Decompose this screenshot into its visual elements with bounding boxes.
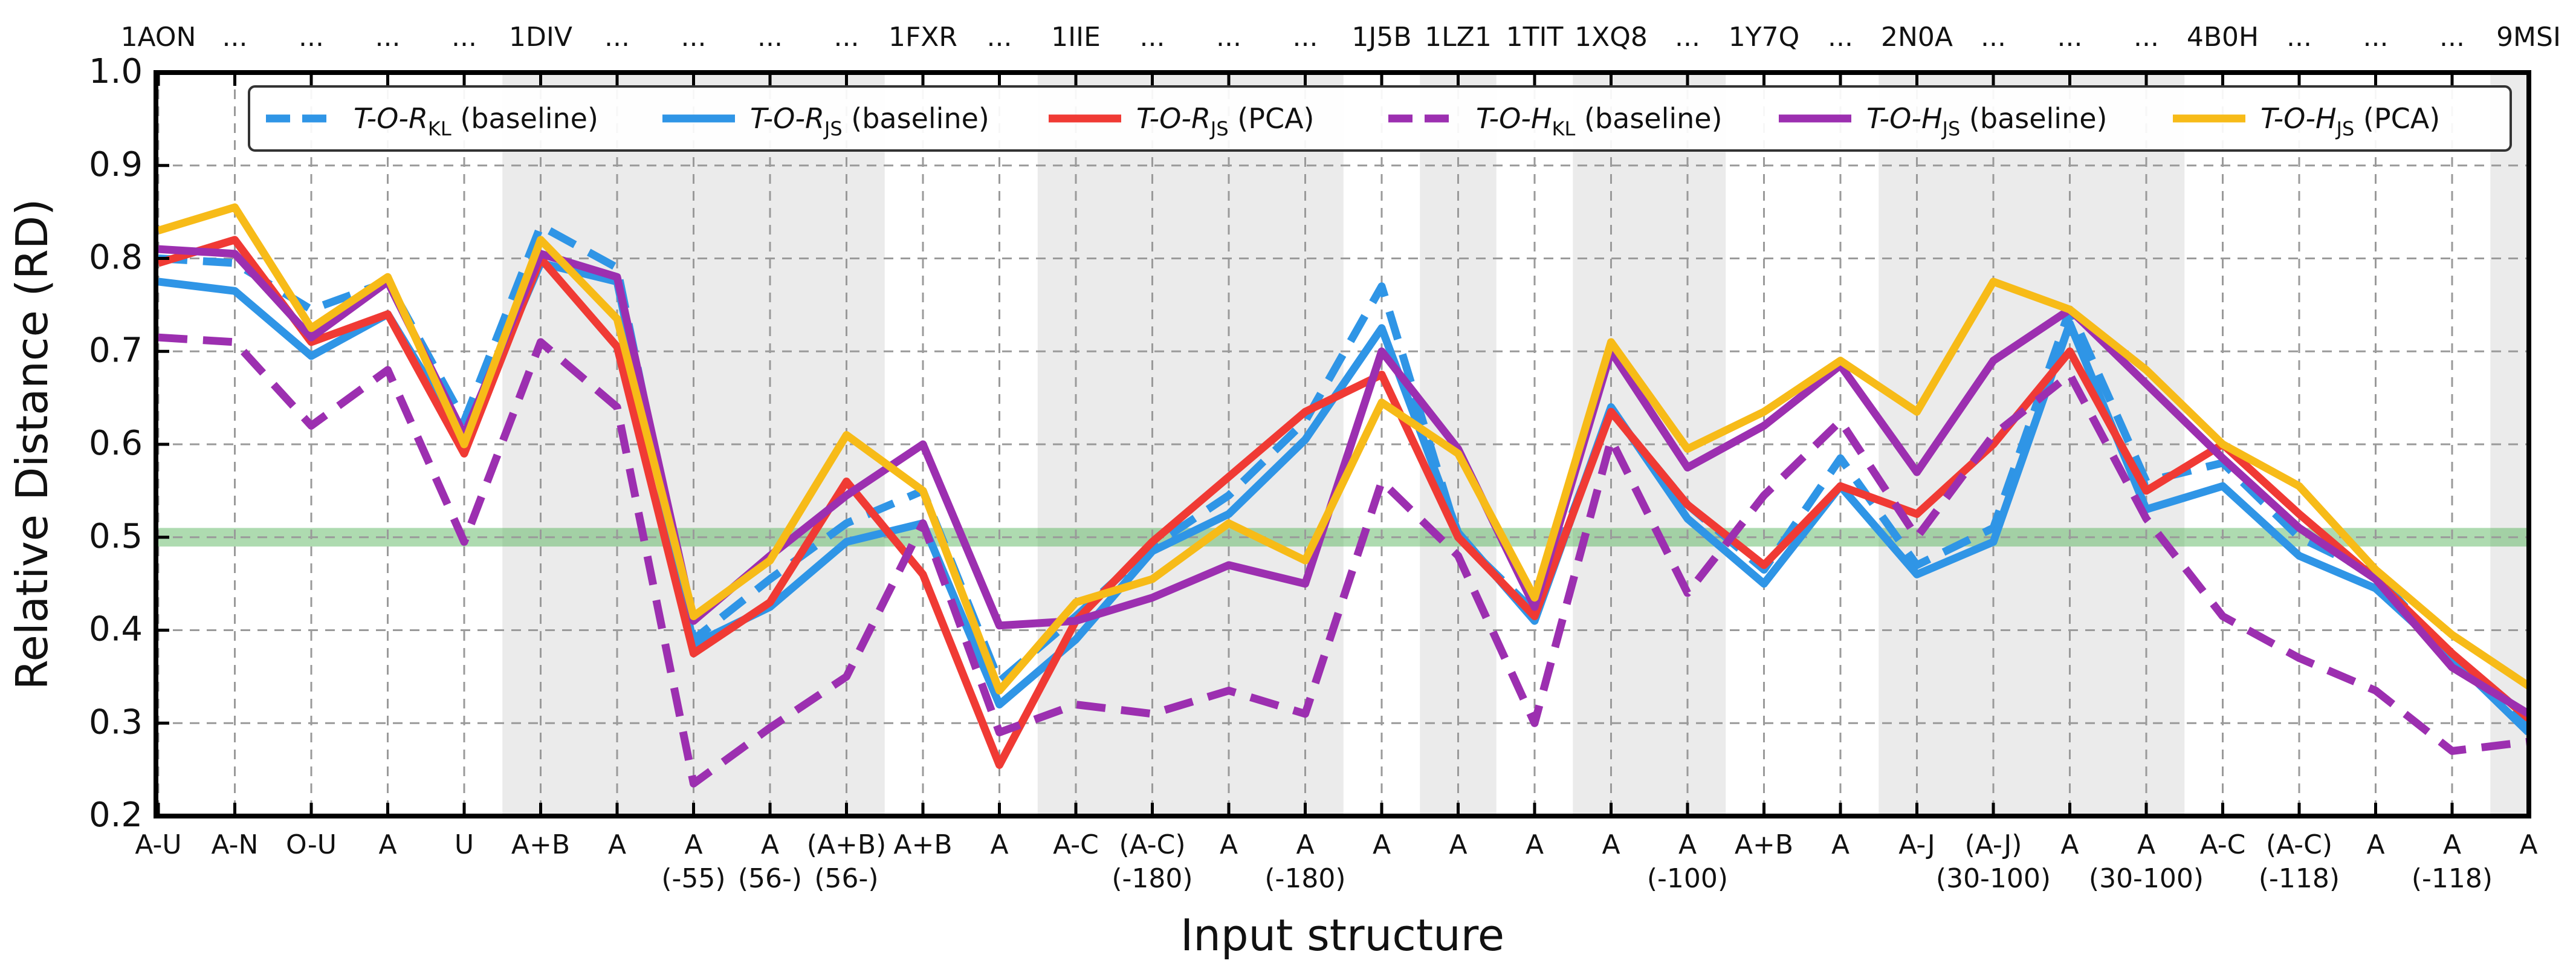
x-tick-label: A-C — [2200, 829, 2246, 860]
x-tick-label: A — [1373, 829, 1391, 860]
top-label: 9MSI — [2496, 22, 2561, 53]
x-tick-label: A (-55) — [661, 829, 725, 894]
top-label: ... — [2057, 22, 2083, 53]
x-tick-label: A — [1449, 829, 1467, 860]
top-label: 2N0A — [1881, 22, 1953, 53]
top-label: ... — [1140, 22, 1165, 53]
series-lines — [157, 203, 2532, 788]
top-label: ... — [1216, 22, 1241, 53]
y-tick-label: 0.7 — [89, 331, 143, 370]
x-tick-label: A — [1831, 829, 1849, 860]
legend-label-3: T-O-HKL (baseline) — [1476, 102, 1723, 140]
x-tick-label: A-C — [1053, 829, 1099, 860]
series-line-3 — [158, 333, 2529, 788]
legend-label-1: T-O-RJS (baseline) — [750, 102, 989, 140]
y-axis-title: Relative Distance (RD) — [7, 199, 57, 690]
top-label: 1Y7Q — [1729, 22, 1800, 53]
x-tick-label: A+B — [1735, 829, 1793, 860]
legend-label-0: T-O-RKL (baseline) — [354, 102, 598, 140]
x-tick-label: A (-118) — [2412, 829, 2493, 894]
x-tick-label: A-J — [1898, 829, 1935, 860]
top-label: 1TIT — [1506, 22, 1564, 53]
top-label: ... — [1828, 22, 1853, 53]
x-tick-label: A-U — [135, 829, 181, 860]
top-label: 1XQ8 — [1574, 22, 1648, 53]
x-tick-label: A (56-) — [738, 829, 802, 894]
top-label: ... — [2363, 22, 2389, 53]
x-tick-label: A — [2366, 829, 2384, 860]
x-tick-label: A — [1220, 829, 1238, 860]
x-tick-label: U — [455, 829, 474, 860]
x-tick-label: O-U — [286, 829, 337, 860]
series-line-5 — [157, 203, 2531, 695]
top-label: 4B0H — [2187, 22, 2259, 53]
x-tick-label: A — [378, 829, 396, 860]
top-label: ... — [987, 22, 1012, 53]
x-tick-label: A+B — [893, 829, 952, 860]
top-label: ... — [2439, 22, 2465, 53]
x-tick-label: A+B — [511, 829, 570, 860]
top-label: ... — [2286, 22, 2312, 53]
legend-label-5: T-O-HJS (PCA) — [2260, 102, 2440, 140]
top-label: ... — [1981, 22, 2006, 53]
top-label: 1FXR — [888, 22, 957, 53]
y-tick-label: 0.5 — [89, 517, 143, 556]
x-axis-ticks: A-U A-N O-U A U A+B A A (-55)A (56-)(A+B) (56-)A+B… — [135, 803, 2538, 894]
top-label: ... — [1293, 22, 1318, 53]
series-line-2 — [157, 236, 2531, 769]
top-label: ... — [604, 22, 630, 53]
top-label: ... — [1675, 22, 1700, 53]
x-tick-label: A (-180) — [1264, 829, 1345, 894]
top-label: ... — [375, 22, 401, 53]
top-label: 1DIV — [509, 22, 572, 53]
y-tick-label: 0.3 — [89, 702, 143, 742]
top-label: ... — [834, 22, 859, 53]
x-tick-label: A-N — [212, 829, 259, 860]
x-tick-label: A (30-100) — [2089, 829, 2204, 894]
top-label: ... — [2134, 22, 2159, 53]
top-label: ... — [299, 22, 324, 53]
top-label: ... — [757, 22, 783, 53]
top-label: ... — [681, 22, 707, 53]
x-tick-label: A (-100) — [1647, 829, 1728, 894]
x-tick-label: A — [1602, 829, 1620, 860]
y-tick-label: 0.4 — [89, 610, 143, 649]
x-tick-label: A — [1526, 829, 1544, 860]
top-label: 1LZ1 — [1425, 22, 1492, 53]
x-tick-label: (A+B) (56-) — [807, 829, 886, 894]
y-tick-label: 0.9 — [89, 145, 143, 184]
x-axis-title: Input structure — [1180, 910, 1504, 961]
y-tick-label: 0.8 — [89, 238, 143, 277]
x-tick-label: A — [2519, 829, 2537, 860]
y-tick-label: 0.6 — [89, 424, 143, 463]
top-axis-labels: 1AON............ 1DIV............ 1FXR... 1… — [121, 22, 2561, 86]
x-tick-label: A — [990, 829, 1008, 860]
x-tick-label: A — [2060, 829, 2079, 860]
y-tick-label: 0.2 — [89, 796, 143, 835]
legend-label-2: T-O-RJS (PCA) — [1136, 102, 1315, 140]
x-tick-label: (A-C) (-118) — [2259, 829, 2340, 894]
series-line-1 — [158, 259, 2532, 736]
series-line-0 — [158, 222, 2531, 727]
x-tick-label: (A-C) (-180) — [1112, 829, 1193, 894]
legend-label-4: T-O-HJS (baseline) — [1866, 102, 2107, 140]
legend-box — [248, 85, 2512, 152]
top-label: ... — [222, 22, 248, 53]
legend: T-O-RKL (baseline) T-O-RJS (baseline) T-O-… — [248, 85, 2512, 152]
y-tick-label: 1.0 — [89, 52, 143, 91]
top-label: 1AON — [121, 22, 196, 53]
top-label: 1IIE — [1051, 22, 1101, 53]
top-label: 1J5B — [1351, 22, 1411, 53]
x-tick-label: A — [608, 829, 626, 860]
x-tick-label: (A-J) (30-100) — [1936, 829, 2051, 894]
top-label: ... — [451, 22, 477, 53]
